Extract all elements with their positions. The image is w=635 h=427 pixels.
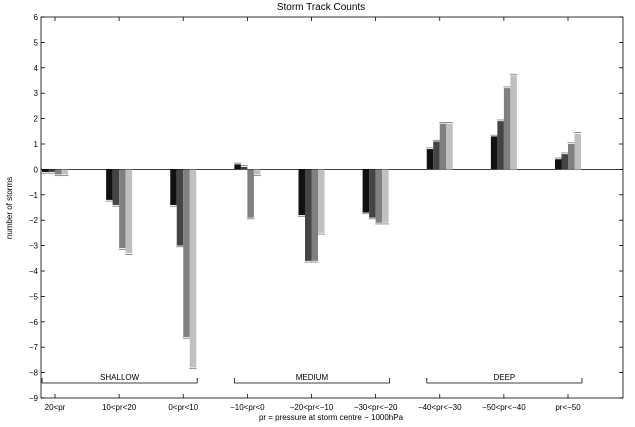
bar	[311, 169, 318, 261]
y-tick-label: −5	[29, 292, 39, 301]
bar	[433, 141, 440, 170]
bar	[42, 169, 49, 172]
plot-frame	[40, 16, 624, 399]
bar	[176, 169, 184, 246]
group-label: SHALLOW	[100, 373, 140, 382]
x-axis-label: pr = pressure at storm centre − 1000hPa	[259, 413, 404, 422]
chart-title: Storm Track Counts	[277, 2, 365, 13]
bar	[247, 169, 254, 218]
x-tick-label: −20<pr<−10	[290, 403, 334, 412]
y-tick-label: −9	[29, 394, 39, 403]
bar	[382, 169, 389, 223]
x-tick-label: −10<pr<0	[230, 403, 265, 412]
category-groups: SHALLOW MEDIUM DEEP	[41, 373, 583, 384]
bar	[362, 169, 370, 213]
bar	[503, 88, 511, 170]
y-tick-label: 3	[34, 89, 39, 98]
x-tick-label: 10<pr<20	[102, 403, 137, 412]
bar	[240, 166, 248, 170]
bar	[510, 75, 517, 170]
y-tick-label: 2	[34, 115, 39, 124]
bar	[189, 169, 197, 368]
bar	[375, 169, 383, 223]
y-tick-label: 0	[34, 165, 39, 174]
x-tick-label: pr<−50	[555, 403, 581, 412]
x-tick-label: −50<pr<−40	[482, 403, 526, 412]
x-axis: 20<pr 10<pr<20 0<pr<10 −10<pr<0 −20<pr<−10 −3…	[45, 17, 581, 412]
y-tick-label: 6	[34, 13, 39, 22]
bar	[446, 123, 453, 170]
bar	[426, 149, 434, 170]
bar	[48, 169, 55, 172]
x-tick-label: −40<pr<−30	[418, 403, 462, 412]
bar	[497, 121, 504, 170]
y-axis-label: number of storms	[5, 177, 14, 239]
y-tick-label: −6	[29, 318, 39, 327]
y-tick-label: −3	[29, 242, 39, 251]
bar	[183, 169, 190, 338]
bar	[253, 169, 261, 175]
bar	[561, 154, 568, 170]
bar	[119, 169, 126, 249]
y-tick-label: 1	[34, 140, 39, 149]
bar	[490, 136, 498, 170]
y-tick-label: 5	[34, 38, 39, 47]
y-axis: 6 5 4 3 2 1 0 −1 −2 −3 −4 −5 −6 −7 −8 −9	[29, 13, 623, 403]
bar	[112, 169, 120, 205]
bar	[234, 164, 241, 170]
bar	[555, 159, 562, 170]
y-tick-label: 4	[34, 64, 39, 73]
bar	[125, 169, 133, 254]
bar	[170, 169, 177, 205]
group-label: DEEP	[493, 373, 515, 382]
bar	[439, 123, 447, 170]
y-tick-label: −1	[29, 191, 39, 200]
y-tick-label: −7	[29, 343, 39, 352]
bar	[298, 169, 305, 216]
bar	[369, 169, 376, 218]
y-tick-label: −8	[29, 369, 39, 378]
bar	[568, 144, 575, 170]
y-tick-label: −4	[29, 267, 39, 276]
x-tick-label: 20<pr	[45, 403, 66, 412]
bar	[55, 169, 62, 175]
bar	[305, 169, 312, 261]
x-tick-label: 0<pr<10	[168, 403, 198, 412]
group-label: MEDIUM	[296, 373, 329, 382]
bars	[41, 73, 582, 370]
bar	[318, 169, 325, 233]
bar	[61, 169, 68, 175]
bar	[106, 169, 113, 200]
y-tick-label: −2	[29, 216, 39, 225]
bar	[574, 133, 581, 170]
x-tick-label: −30<pr<−20	[354, 403, 398, 412]
